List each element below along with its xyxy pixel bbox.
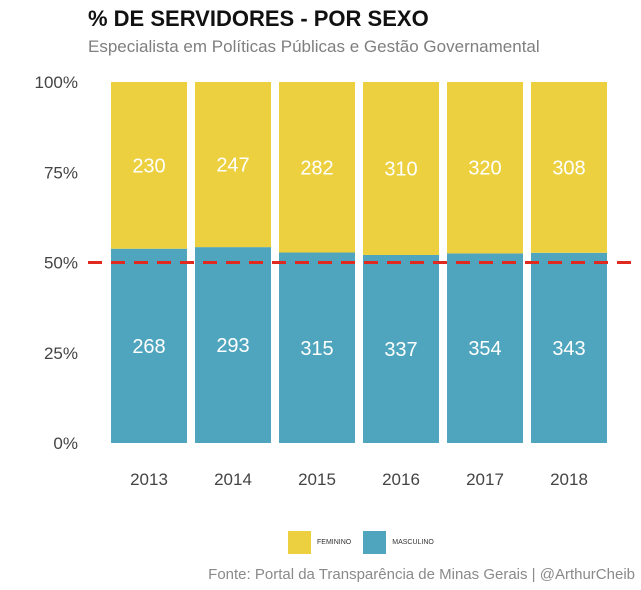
x-tick-label: 2013 — [130, 470, 168, 489]
data-label-feminino: 310 — [384, 158, 417, 180]
data-label-masculino: 354 — [468, 338, 501, 360]
bar-masculino — [363, 254, 439, 443]
source-caption: Fonte: Portal da Transparência de Minas … — [208, 566, 635, 583]
legend-swatch-feminino — [288, 530, 311, 554]
bar-feminino — [531, 82, 607, 253]
x-tick-label: 2018 — [550, 470, 588, 489]
bar-masculino — [279, 252, 355, 443]
legend-label-masculino: MASCULINO — [392, 538, 434, 546]
bar-masculino — [111, 248, 187, 443]
y-tick-label: 25% — [44, 344, 78, 363]
legend-label-feminino: FEMININO — [317, 538, 352, 546]
data-label-feminino: 320 — [468, 158, 501, 180]
x-tick-label: 2014 — [214, 470, 252, 489]
chart-subtitle: Especialista em Políticas Públicas e Ges… — [88, 37, 540, 56]
data-label-masculino: 293 — [216, 335, 249, 357]
data-label-feminino: 230 — [132, 155, 165, 177]
data-label-feminino: 282 — [300, 157, 333, 179]
data-label-masculino: 268 — [132, 336, 165, 358]
bar-feminino — [363, 82, 439, 255]
data-label-feminino: 247 — [216, 155, 249, 177]
y-tick-label: 50% — [44, 254, 78, 273]
bar-feminino — [447, 82, 523, 254]
data-label-feminino: 308 — [552, 157, 585, 179]
x-tick-label: 2017 — [466, 470, 504, 489]
legend-item-masculino: MASCULINO — [363, 530, 434, 554]
data-label-masculino: 343 — [552, 338, 585, 360]
bar-masculino — [195, 247, 271, 443]
legend: FEMININO MASCULINO — [288, 530, 446, 554]
data-label-masculino: 337 — [384, 339, 417, 361]
bar-feminino — [279, 82, 355, 253]
y-tick-label: 100% — [35, 73, 78, 92]
legend-swatch-masculino — [363, 530, 387, 554]
legend-item-feminino: FEMININO — [288, 530, 352, 554]
bar-feminino — [195, 82, 271, 248]
bar-feminino — [111, 82, 187, 249]
x-tick-label: 2016 — [382, 470, 420, 489]
bar-masculino — [531, 252, 607, 443]
y-tick-label: 75% — [44, 163, 78, 182]
x-tick-label: 2015 — [298, 470, 336, 489]
chart-title: % DE SERVIDORES - POR SEXO — [88, 6, 429, 31]
y-tick-label: 0% — [53, 434, 78, 453]
data-label-masculino: 315 — [300, 338, 333, 360]
bar-masculino — [447, 253, 523, 443]
